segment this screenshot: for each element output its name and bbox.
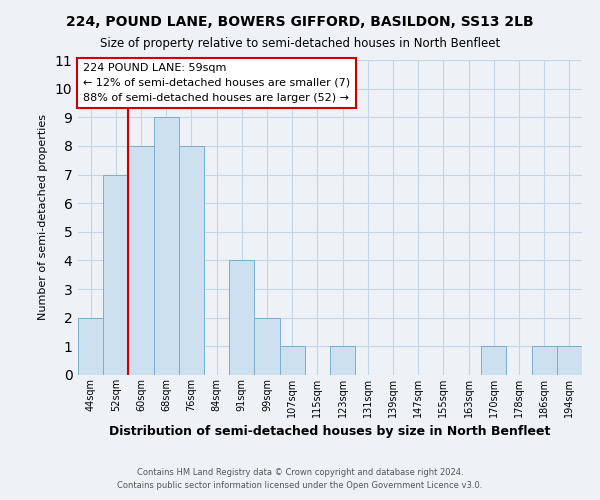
Bar bbox=[229, 260, 254, 375]
Text: 224 POUND LANE: 59sqm
← 12% of semi-detached houses are smaller (7)
88% of semi-: 224 POUND LANE: 59sqm ← 12% of semi-deta… bbox=[83, 63, 350, 103]
Bar bbox=[78, 318, 103, 375]
Y-axis label: Number of semi-detached properties: Number of semi-detached properties bbox=[38, 114, 48, 320]
Bar bbox=[280, 346, 305, 375]
Text: Size of property relative to semi-detached houses in North Benfleet: Size of property relative to semi-detach… bbox=[100, 38, 500, 51]
Bar bbox=[154, 118, 179, 375]
Bar bbox=[254, 318, 280, 375]
Bar bbox=[330, 346, 355, 375]
Text: 224, POUND LANE, BOWERS GIFFORD, BASILDON, SS13 2LB: 224, POUND LANE, BOWERS GIFFORD, BASILDO… bbox=[66, 15, 534, 29]
Bar bbox=[128, 146, 154, 375]
Bar bbox=[532, 346, 557, 375]
Text: Contains HM Land Registry data © Crown copyright and database right 2024.
Contai: Contains HM Land Registry data © Crown c… bbox=[118, 468, 482, 490]
Bar bbox=[179, 146, 204, 375]
Bar bbox=[481, 346, 506, 375]
Bar bbox=[103, 174, 128, 375]
X-axis label: Distribution of semi-detached houses by size in North Benfleet: Distribution of semi-detached houses by … bbox=[109, 426, 551, 438]
Bar bbox=[557, 346, 582, 375]
